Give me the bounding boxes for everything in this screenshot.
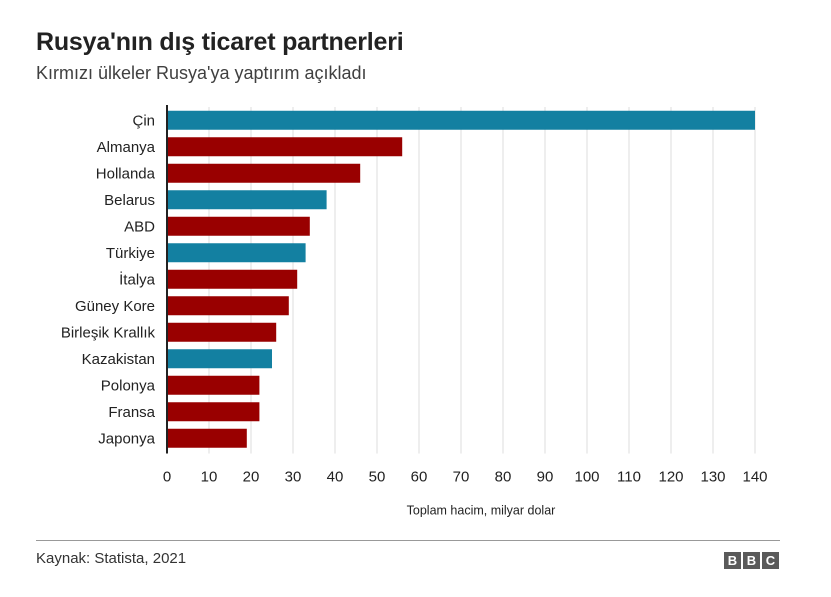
x-tick-label: 110	[617, 469, 641, 486]
category-label: Japonya	[98, 430, 155, 447]
chart-title: Rusya'nın dış ticaret partnerleri	[36, 28, 404, 56]
bbc-logo: B B C	[724, 552, 779, 569]
bar	[167, 349, 272, 369]
category-label: Belarus	[104, 192, 155, 209]
bbc-logo-letter-2: B	[743, 552, 760, 569]
category-label: Birleşik Krallık	[61, 324, 156, 341]
bar	[167, 402, 260, 422]
x-tick-label: 130	[700, 469, 725, 486]
x-tick-label: 100	[574, 469, 599, 486]
bar	[167, 322, 277, 342]
bar	[167, 110, 755, 130]
source-note: Kaynak: Statista, 2021	[36, 550, 187, 567]
category-label: Çin	[132, 112, 155, 129]
x-tick-label: 0	[163, 469, 171, 486]
x-tick-label: 120	[658, 469, 683, 486]
x-axis-label: Toplam hacim, milyar dolar	[407, 504, 556, 518]
category-label: ABD	[124, 218, 155, 235]
bar	[167, 137, 403, 157]
category-label: Türkiye	[106, 245, 155, 262]
x-tick-label: 20	[243, 469, 260, 486]
bar	[167, 296, 289, 316]
bar	[167, 216, 310, 236]
bar	[167, 190, 327, 210]
bar	[167, 163, 361, 183]
chart-frame: Rusya'nın dış ticaret partnerleri Kırmız…	[26, 0, 782, 597]
x-tick-label: 140	[742, 469, 767, 486]
category-label: Kazakistan	[82, 351, 155, 368]
category-label: Almanya	[97, 139, 156, 156]
x-tick-label: 90	[537, 469, 554, 486]
bar	[167, 428, 247, 448]
bbc-logo-letter-1: B	[724, 552, 741, 569]
bar	[167, 269, 298, 289]
footer-divider	[36, 540, 780, 541]
x-tick-label: 70	[453, 469, 470, 486]
x-tick-label: 80	[495, 469, 512, 486]
category-label: Hollanda	[96, 165, 156, 182]
x-tick-label: 50	[369, 469, 386, 486]
bar	[167, 375, 260, 395]
category-label: Güney Kore	[75, 298, 155, 315]
category-label: Polonya	[101, 377, 156, 394]
category-label: Fransa	[108, 404, 155, 421]
x-tick-label: 10	[201, 469, 218, 486]
x-tick-label: 60	[411, 469, 428, 486]
x-tick-label: 40	[327, 469, 344, 486]
x-tick-label: 30	[285, 469, 302, 486]
bar-chart: 0 10 20 30 40 50 60 70 80 90 100 110 120 130 140 Çin Alm…	[61, 105, 768, 518]
bar	[167, 243, 306, 263]
chart-subtitle: Kırmızı ülkeler Rusya'ya yaptırım açıkla…	[36, 63, 367, 83]
bbc-logo-letter-3: C	[762, 552, 779, 569]
category-label: İtalya	[119, 270, 156, 288]
